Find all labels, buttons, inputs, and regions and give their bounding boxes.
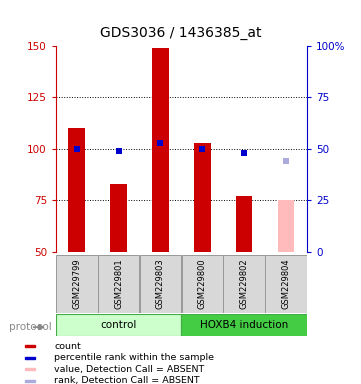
Text: GSM229802: GSM229802 [240,258,249,308]
Bar [223,255,265,313]
Text: rank, Detection Call = ABSENT: rank, Detection Call = ABSENT [54,376,200,384]
Text: GSM229801: GSM229801 [114,258,123,308]
Bar [25,368,35,370]
Bar [25,380,35,382]
Bar [236,196,252,252]
Text: count: count [54,342,81,351]
Text: protocol: protocol [9,322,52,332]
Bar [25,345,35,347]
Bar [25,357,35,359]
Bar [69,128,85,252]
Bar [56,314,181,336]
Text: control: control [100,320,137,330]
Bar [182,255,223,313]
Bar [278,200,294,252]
Text: HOXB4 induction: HOXB4 induction [200,320,288,330]
Text: value, Detection Call = ABSENT: value, Detection Call = ABSENT [54,365,205,374]
Text: GSM229800: GSM229800 [198,258,207,308]
Bar [98,255,139,313]
Bar [181,314,307,336]
Bar [56,255,97,313]
Bar [140,255,181,313]
Text: GSM229804: GSM229804 [282,258,291,308]
Bar [265,255,306,313]
Text: percentile rank within the sample: percentile rank within the sample [54,353,214,362]
Bar [152,48,169,252]
Bar [194,142,211,252]
Bar [110,184,127,252]
Text: GDS3036 / 1436385_at: GDS3036 / 1436385_at [100,26,261,40]
Text: GSM229799: GSM229799 [72,258,81,308]
Text: GSM229803: GSM229803 [156,258,165,309]
